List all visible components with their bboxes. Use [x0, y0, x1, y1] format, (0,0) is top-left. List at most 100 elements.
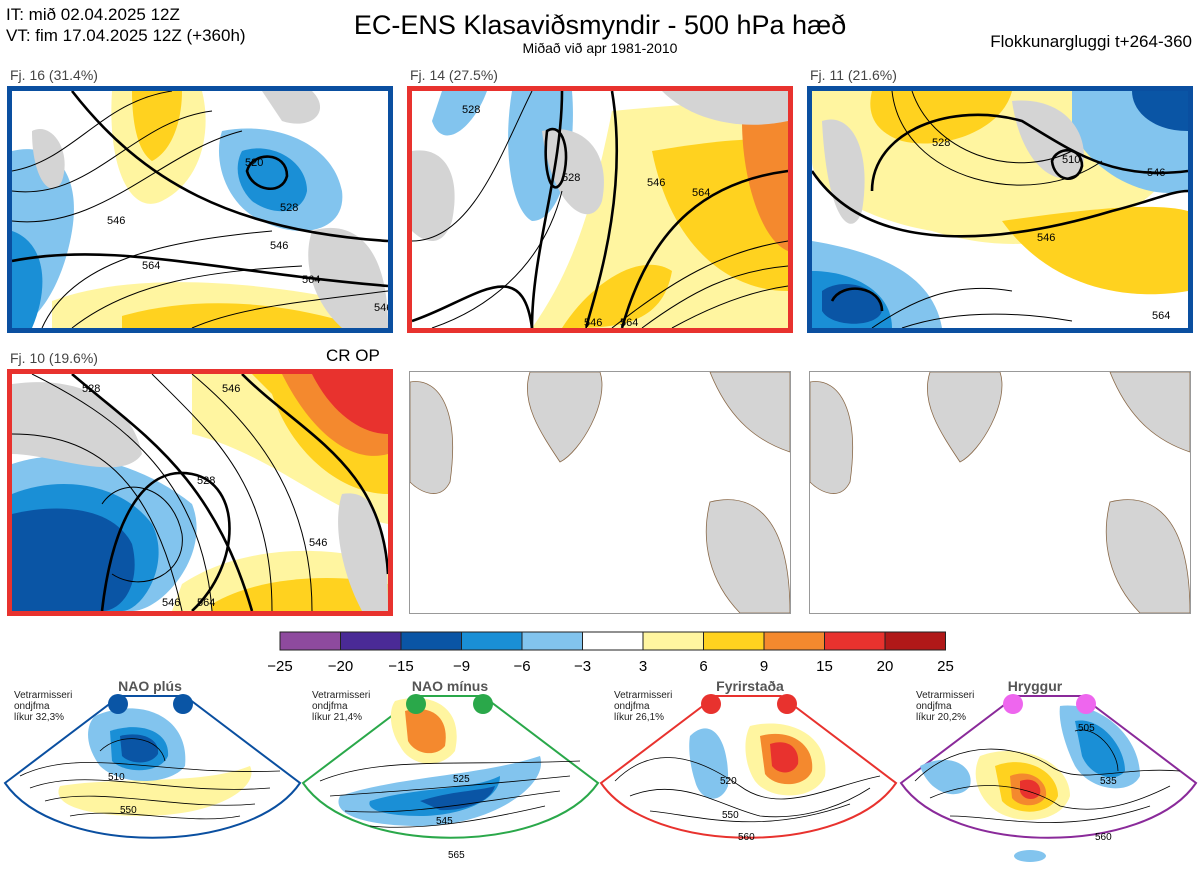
regime-dot [108, 694, 128, 714]
regime-map-hryggur [899, 695, 1198, 862]
regime-title-fyrirstada: Fyrirstaða [716, 678, 784, 694]
contour-label: 564 [620, 317, 638, 328]
regime-contour-label: 560 [1095, 832, 1112, 843]
colorbar-bin [642, 631, 704, 651]
colorbar-bin [582, 631, 644, 651]
colorbar-tick-label: −6 [513, 658, 530, 675]
classification-window: Flokkunargluggi t+264-360 [990, 32, 1192, 51]
regime-contour-label: 550 [722, 810, 739, 821]
regime-note-nao-minus: Vetrarmisseri ondjfma líkur 21,4% [312, 690, 371, 723]
regime-contour-label: 520 [720, 776, 737, 787]
panel-label-3: Fj. 11 (21.6%) [810, 67, 897, 83]
regime-contour-label: 510 [108, 772, 125, 783]
contour-label: 546 [270, 240, 288, 252]
colorbar-bin [521, 631, 583, 651]
colorbar-bin [340, 631, 402, 651]
contour-label: 546 [1147, 167, 1165, 179]
regime-dot [1076, 694, 1096, 714]
colorbar-tick-label: 20 [877, 658, 894, 675]
regimes-row: 510 550 525 545 565 [0, 676, 1200, 871]
contour-label: 510 [1062, 154, 1080, 166]
contour-label: 528 [280, 202, 298, 214]
colorbar-bin [763, 631, 825, 651]
empty-map-panel-6 [809, 371, 1191, 614]
regime-maps: 510 550 525 545 565 [3, 694, 1198, 862]
regime-map-nao-minus [301, 695, 600, 839]
regime-contour-label: 560 [738, 832, 755, 843]
colorbar-bin [824, 631, 886, 651]
colorbar-bin [703, 631, 765, 651]
cluster-panel-3: 528 510 546 546 564 [807, 86, 1193, 333]
cluster-panel-2: 528 528 546 564 546 564 [407, 86, 793, 333]
chart-subtitle: Miðað við apr 1981-2010 [522, 40, 678, 56]
panel-label-2: Fj. 14 (27.5%) [410, 67, 498, 83]
regime-contour-label: 550 [120, 805, 137, 816]
regime-dot [701, 694, 721, 714]
contour-label: 564 [142, 260, 160, 272]
colorbar-tick-label: 6 [699, 658, 707, 675]
contour-label: 546 [584, 317, 602, 328]
contour-label: 528 [562, 172, 580, 184]
cluster-map-3: 528 510 546 546 564 [812, 91, 1188, 328]
colorbar-tick-label: 15 [816, 658, 833, 675]
contour-label: 528 [932, 137, 950, 149]
regime-contour-label: 545 [436, 816, 453, 827]
regime-note-fyrirstada: Vetrarmisseri ondjfma líkur 26,1% [614, 690, 673, 723]
contour-label: 528 [197, 475, 215, 487]
cluster-panel-4: 528 528 546 546 564 546 [7, 369, 393, 616]
regime-contour-label: 525 [453, 774, 470, 785]
regime-title-nao-minus: NAO mínus [411, 678, 489, 694]
colorbar-bin [461, 631, 523, 651]
regime-contour-label: 565 [448, 850, 465, 861]
contour-label: 546 [1037, 232, 1055, 244]
cluster-map-2: 528 528 546 564 546 564 [412, 91, 788, 328]
colorbar-bin [400, 631, 462, 651]
cluster-map-4: 528 528 546 546 564 546 [12, 374, 388, 611]
valid-time: VT: fim 17.04.2025 12Z (+360h) [6, 26, 246, 45]
colorbar-tick-label: −9 [453, 658, 470, 675]
contour-label: 546 [107, 215, 125, 227]
colorbar-tick-label: −25 [267, 658, 292, 675]
contour-label: 528 [82, 383, 100, 395]
contour-label: 546 [162, 597, 180, 609]
colorbar-tick-label: 25 [937, 658, 954, 675]
colorbar-tick-label: 3 [639, 658, 647, 675]
contour-label: 564 [197, 597, 215, 609]
panel-label-1: Fj. 16 (31.4%) [10, 67, 98, 83]
regime-dot [406, 694, 426, 714]
contour-label: 546 [222, 383, 240, 395]
colorbar-tick-label: 9 [760, 658, 768, 675]
regime-dot [173, 694, 193, 714]
contour-label: 546 [647, 177, 665, 189]
header-times: IT: mið 02.04.2025 12Z VT: fim 17.04.202… [6, 4, 246, 46]
contour-label: 546 [374, 302, 388, 314]
chart-title: EC-ENS Klasaviðsmyndir - 500 hPa hæð [353, 10, 847, 40]
empty-map-5 [410, 372, 790, 613]
regime-contour-label: 505 [1078, 723, 1095, 734]
panel-tag-crop: CR OP [326, 346, 380, 365]
regime-title-nao-plus: NAO plús [118, 678, 182, 694]
contour-label: 564 [1152, 310, 1170, 322]
init-time: IT: mið 02.04.2025 12Z [6, 5, 180, 24]
cluster-panel-1: 520 528 546 546 564 564 546 [7, 86, 393, 333]
colorbar-tick-label: −15 [388, 658, 413, 675]
contour-label: 564 [302, 274, 320, 286]
regime-note-hryggur: Vetrarmisseri ondjfma líkur 20,2% [916, 690, 975, 723]
contour-label: 564 [692, 187, 710, 199]
panel-label-4: Fj. 10 (19.6%) [10, 350, 98, 366]
regime-dot [777, 694, 797, 714]
empty-map-6 [810, 372, 1190, 613]
regime-title-hryggur: Hryggur [1007, 678, 1063, 694]
colorbar-bin [279, 631, 341, 651]
regime-dot [473, 694, 493, 714]
regime-map-fyrirstada [599, 695, 898, 839]
contour-label: 528 [462, 104, 480, 116]
cluster-map-1: 520 528 546 546 564 564 546 [12, 91, 388, 328]
empty-map-panel-5 [409, 371, 791, 614]
regime-note-nao-plus: Vetrarmisseri ondjfma líkur 32,3% [14, 690, 73, 723]
contour-label: 546 [309, 537, 327, 549]
regime-dot [1003, 694, 1023, 714]
colorbar-tick-label: −20 [328, 658, 353, 675]
regime-contour-label: 535 [1100, 776, 1117, 787]
contour-label: 520 [245, 157, 263, 169]
